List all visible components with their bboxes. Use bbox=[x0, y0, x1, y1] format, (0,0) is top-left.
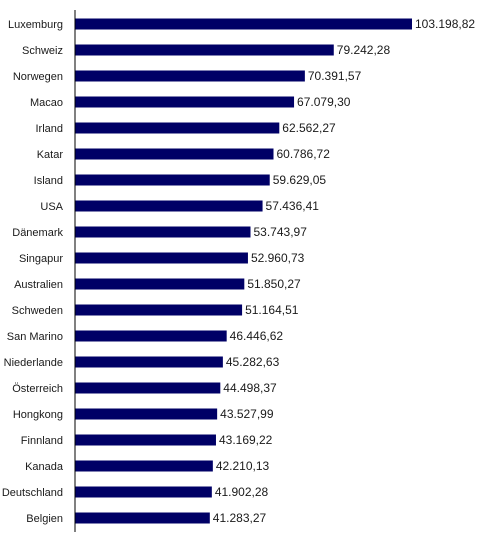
category-label: Singapur bbox=[19, 253, 63, 265]
bar bbox=[75, 70, 305, 82]
value-label: 70.391,57 bbox=[308, 69, 362, 83]
category-label: Macao bbox=[30, 97, 63, 109]
value-label: 45.282,63 bbox=[226, 355, 280, 369]
bar bbox=[75, 200, 263, 212]
category-label: Deutschland bbox=[2, 487, 63, 499]
category-label: Schweiz bbox=[22, 45, 63, 57]
category-label: Katar bbox=[37, 149, 64, 161]
bar bbox=[75, 460, 213, 472]
bar bbox=[75, 304, 243, 316]
category-label: Schweden bbox=[12, 305, 63, 317]
category-label: San Marino bbox=[7, 331, 63, 343]
bar bbox=[75, 382, 221, 394]
bars bbox=[75, 18, 412, 524]
value-label: 67.079,30 bbox=[297, 95, 351, 109]
value-label: 46.446,62 bbox=[230, 329, 284, 343]
bar bbox=[75, 226, 251, 238]
value-label: 79.242,28 bbox=[337, 43, 391, 57]
value-label: 41.283,27 bbox=[213, 511, 267, 525]
value-label: 53.743,97 bbox=[254, 225, 308, 239]
bar bbox=[75, 486, 212, 498]
value-label: 42.210,13 bbox=[216, 459, 270, 473]
bar bbox=[75, 96, 295, 108]
bar bbox=[75, 330, 227, 342]
category-label: Norwegen bbox=[13, 71, 63, 83]
category-label: Österreich bbox=[12, 383, 63, 395]
value-label: 62.562,27 bbox=[282, 121, 336, 135]
value-label: 51.164,51 bbox=[245, 303, 299, 317]
value-label: 51.850,27 bbox=[247, 277, 301, 291]
category-label: Irland bbox=[35, 123, 63, 135]
value-label: 41.902,28 bbox=[215, 485, 269, 499]
value-label: 44.498,37 bbox=[223, 381, 277, 395]
category-label: Island bbox=[34, 175, 63, 187]
category-label: Australien bbox=[14, 279, 63, 291]
bar bbox=[75, 18, 412, 30]
category-label: Finnland bbox=[21, 435, 63, 447]
bar bbox=[75, 512, 210, 524]
category-label: Niederlande bbox=[4, 357, 63, 369]
bar bbox=[75, 434, 216, 446]
category-label: USA bbox=[40, 201, 63, 213]
category-label: Luxemburg bbox=[8, 19, 63, 31]
category-label: Dänemark bbox=[12, 227, 63, 239]
value-label: 43.169,22 bbox=[219, 433, 273, 447]
value-label: 52.960,73 bbox=[251, 251, 305, 265]
category-label: Kanada bbox=[25, 461, 64, 473]
value-label: 57.436,41 bbox=[266, 199, 320, 213]
bar bbox=[75, 174, 270, 186]
category-labels: Luxemburg Schweiz Norwegen Macao Irland Katar… bbox=[2, 19, 64, 525]
value-label: 103.198,82 bbox=[415, 17, 475, 31]
bar bbox=[75, 122, 280, 134]
category-label: Hongkong bbox=[13, 409, 63, 421]
bar bbox=[75, 252, 248, 264]
bar bbox=[75, 356, 223, 368]
category-label: Belgien bbox=[26, 513, 63, 525]
value-label: 59.629,05 bbox=[273, 173, 327, 187]
bar bbox=[75, 148, 274, 160]
value-label: 60.786,72 bbox=[277, 147, 331, 161]
value-labels: 103.198,82 79.242,28 70.391,57 67.079,30 62.… bbox=[213, 17, 476, 525]
bar bbox=[75, 278, 245, 290]
bar bbox=[75, 408, 218, 420]
value-label: 43.527,99 bbox=[220, 407, 274, 421]
bar bbox=[75, 44, 334, 56]
